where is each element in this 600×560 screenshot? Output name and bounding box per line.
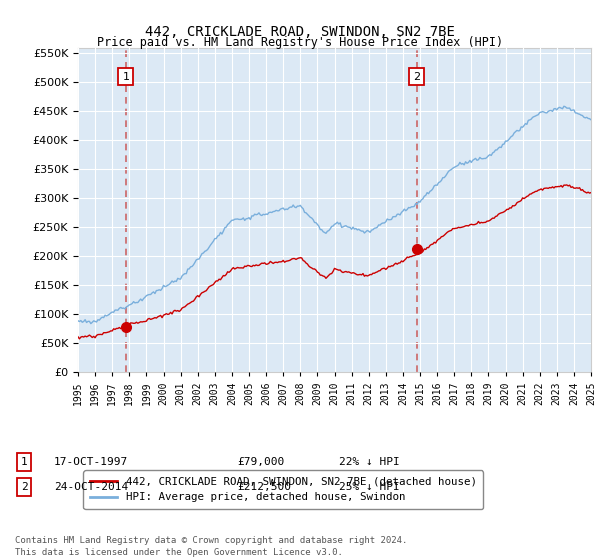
Text: 24-OCT-2014: 24-OCT-2014 xyxy=(54,482,128,492)
Text: £212,500: £212,500 xyxy=(237,482,291,492)
Text: Price paid vs. HM Land Registry's House Price Index (HPI): Price paid vs. HM Land Registry's House … xyxy=(97,36,503,49)
Text: 2: 2 xyxy=(413,72,420,82)
Text: 1: 1 xyxy=(122,72,130,82)
Text: 1: 1 xyxy=(20,457,28,467)
Legend: 442, CRICKLADE ROAD, SWINDON, SN2 7BE (detached house), HPI: Average price, deta: 442, CRICKLADE ROAD, SWINDON, SN2 7BE (d… xyxy=(83,470,483,509)
Text: 442, CRICKLADE ROAD, SWINDON, SN2 7BE: 442, CRICKLADE ROAD, SWINDON, SN2 7BE xyxy=(145,25,455,39)
Text: 22% ↓ HPI: 22% ↓ HPI xyxy=(339,457,400,467)
Text: 2: 2 xyxy=(20,482,28,492)
Text: Contains HM Land Registry data © Crown copyright and database right 2024.
This d: Contains HM Land Registry data © Crown c… xyxy=(15,536,407,557)
Text: 25% ↓ HPI: 25% ↓ HPI xyxy=(339,482,400,492)
Text: £79,000: £79,000 xyxy=(237,457,284,467)
Text: 17-OCT-1997: 17-OCT-1997 xyxy=(54,457,128,467)
